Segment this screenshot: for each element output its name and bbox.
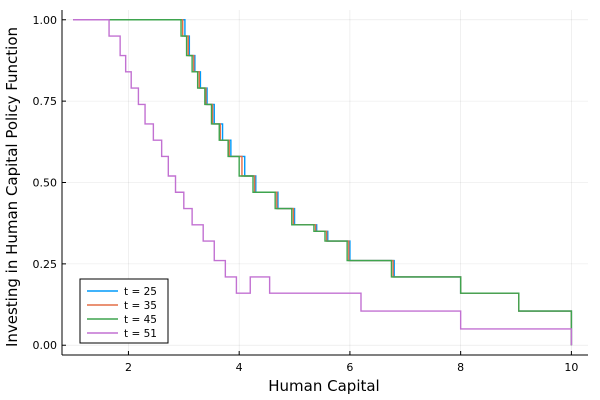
x-tick-label: 8: [457, 361, 464, 374]
grid: [62, 10, 588, 355]
legend: t = 25 t = 35 t = 45 t = 51: [79, 278, 169, 344]
tick-labels: 2 4 6 8 10 0.00 0.25 0.50 0.75 1.00: [33, 14, 579, 374]
y-axis-label: Investing in Human Capital Policy Functi…: [3, 27, 21, 347]
series-line-4: [73, 19, 573, 346]
y-tick-label: 0.00: [33, 339, 58, 352]
legend-entry-label: t = 35: [124, 300, 157, 312]
y-tick-label: 1.00: [33, 14, 58, 27]
x-axis-label: Human Capital: [268, 377, 379, 395]
legend-entry-label: t = 25: [124, 286, 157, 298]
axes: [61, 10, 588, 356]
series-layer: [73, 19, 573, 346]
y-tick-label: 0.75: [33, 95, 58, 108]
y-tick-label: 0.50: [33, 177, 58, 190]
x-tick-label: 4: [236, 361, 243, 374]
legend-entry-label: t = 45: [124, 314, 157, 326]
y-tick-label: 0.25: [33, 258, 58, 271]
series-line-3: [73, 19, 573, 346]
legend-entry-label: t = 51: [124, 328, 157, 340]
x-tick-label: 10: [564, 361, 578, 374]
x-tick-label: 2: [125, 361, 132, 374]
x-tick-label: 6: [346, 361, 353, 374]
